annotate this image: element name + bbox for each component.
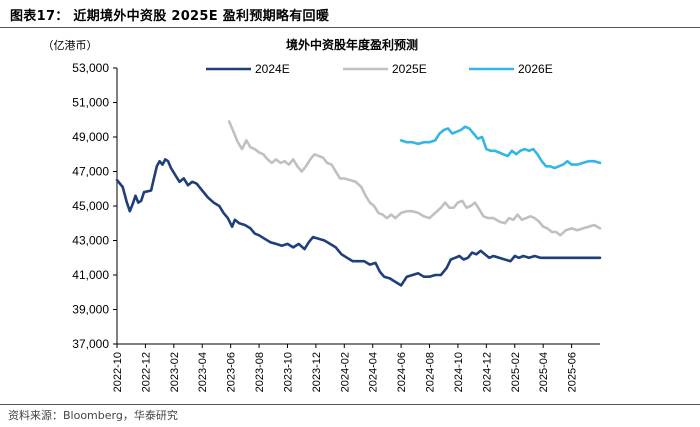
series-line-2025E	[227, 120, 602, 237]
series-line-2024E	[115, 158, 602, 287]
x-tick-label: 2023-10	[282, 352, 294, 392]
x-tick-label: 2023-04	[197, 352, 209, 392]
x-axis: 2022-10 2022-12 2023-02 2023-04 2023-06 2023-…	[112, 343, 600, 392]
footer-divider	[0, 404, 700, 405]
legend-label-2025E: 2025E	[392, 62, 427, 76]
legend-label-2026E: 2026E	[518, 62, 553, 76]
title-divider	[0, 27, 700, 28]
y-tick-label: 51,000	[72, 96, 109, 110]
source-note: 资料来源：Bloomberg，华泰研究	[8, 409, 178, 422]
x-tick-label: 2024-04	[368, 352, 380, 392]
x-tick-label: 2025-04	[538, 352, 550, 392]
figure-title: 图表17： 近期境外中资股 2025E 盈利预期略有回暖	[10, 9, 330, 24]
legend: 2024E 2025E 2026E	[206, 62, 553, 76]
x-tick-label: 2022-10	[112, 352, 124, 392]
y-tick-label: 45,000	[72, 199, 109, 213]
y-tick-label: 41,000	[72, 268, 109, 282]
x-tick-label: 2023-12	[311, 352, 323, 392]
y-tick-label: 49,000	[72, 130, 109, 144]
y-tick-label: 43,000	[72, 234, 109, 248]
x-tick-label: 2023-02	[169, 352, 181, 392]
x-tick-label: 2023-06	[226, 352, 238, 392]
y-tick-label: 39,000	[72, 303, 109, 317]
line-chart: 境外中资股年度盈利预测 （亿港币） 2024E 2025E 2026E 37,000…	[43, 37, 602, 392]
x-tick-label: 2022-12	[140, 352, 152, 392]
unit-label: （亿港币）	[43, 39, 98, 52]
series-group	[115, 120, 602, 287]
x-tick-label: 2024-08	[425, 352, 437, 392]
x-tick-label: 2023-08	[254, 352, 266, 392]
x-tick-label: 2024-02	[339, 352, 351, 392]
x-tick-label: 2024-12	[481, 352, 493, 392]
y-tick-label: 37,000	[72, 337, 109, 351]
series-line-2026E	[399, 125, 602, 170]
legend-label-2024E: 2024E	[255, 62, 290, 76]
chart-title: 境外中资股年度盈利预测	[286, 37, 418, 52]
x-tick-label: 2025-06	[567, 352, 579, 392]
y-tick-label: 53,000	[72, 61, 109, 75]
x-tick-label: 2025-02	[510, 352, 522, 392]
y-axis: 37,000 39,000 41,000 43,000 45,000 47,000 49,0…	[72, 61, 118, 351]
y-tick-label: 47,000	[72, 165, 109, 179]
x-tick-label: 2024-06	[396, 352, 408, 392]
x-tick-label: 2024-10	[453, 352, 465, 392]
